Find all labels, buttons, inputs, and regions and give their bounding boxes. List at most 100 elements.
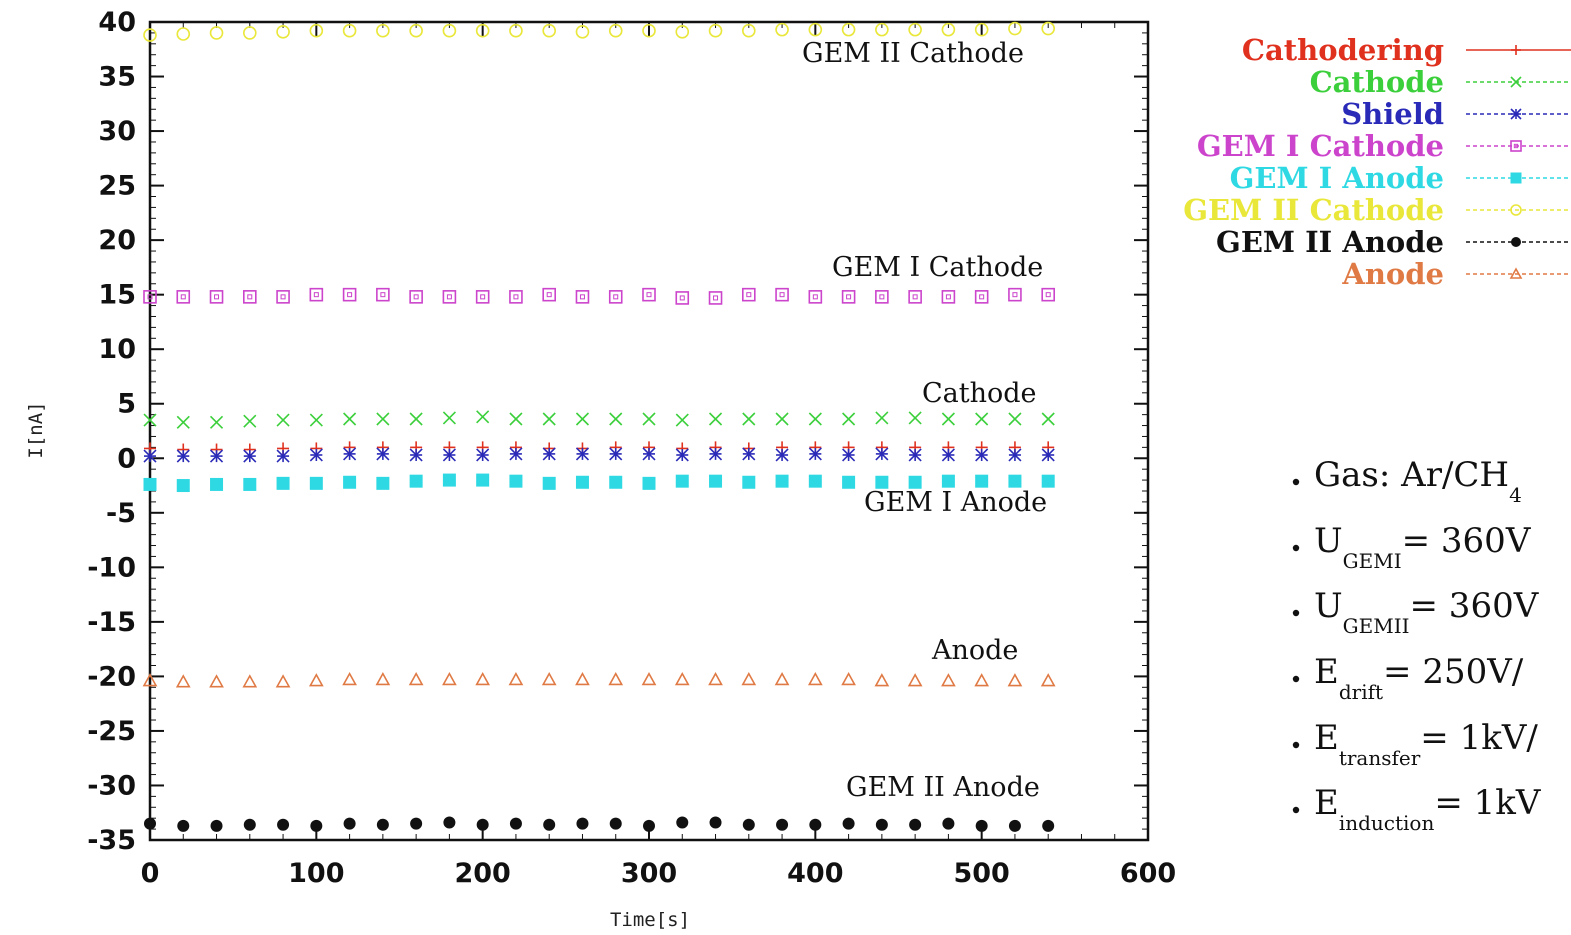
data-point [575,412,590,426]
parameter-main: Gas: Ar/CH [1314,455,1509,495]
circf [410,817,423,830]
data-point [974,673,990,687]
plot-frame [148,20,1150,842]
tri [807,672,823,686]
tri [1040,673,1056,687]
circ [342,23,357,38]
data-point [974,22,989,37]
data-point [376,287,390,302]
data-point [841,672,856,686]
data-point [209,290,224,304]
x-b [742,412,756,426]
tri [175,674,191,688]
data-point [342,287,357,302]
circ [675,25,690,39]
sqf [842,475,856,489]
data-point [309,23,324,38]
data-point [907,673,923,687]
data-point [941,474,955,488]
circ [941,22,956,37]
sqf [176,479,190,493]
data-point [209,449,224,463]
sq-inner [812,294,818,300]
data-point [342,23,357,38]
data-point [476,410,490,424]
data-point [1008,819,1021,832]
data-point [310,819,323,832]
tri [1509,267,1523,279]
data-point [875,475,889,489]
x-tick-label: 400 [787,858,843,889]
data-point [708,412,723,426]
sq [176,290,191,304]
data-point [775,287,789,302]
data-point [276,290,290,304]
sq-inner [446,294,452,300]
data-point [741,23,756,38]
sqf [409,474,423,488]
data-point [675,291,690,305]
data-point [343,475,357,489]
x-b [1510,76,1522,88]
data-point [243,818,256,831]
circ [841,22,856,37]
data-point [675,474,689,488]
x-tick-label: 300 [621,858,677,889]
circf [543,818,556,831]
data-point [177,819,190,832]
sq-inner [1513,143,1519,149]
x-b [775,412,789,426]
sq [841,290,856,304]
data-point [409,290,423,304]
x-b [542,412,556,426]
y-tick-label: 5 [117,389,136,420]
parameter-item: Etransfer= 1kV/ [1314,718,1538,770]
data-point [641,672,657,686]
circ [475,23,490,38]
data-point [276,25,290,39]
data-point [775,448,789,462]
data-point [708,447,723,461]
sqf [309,476,323,490]
sq-inner [214,294,220,300]
data-point [609,412,623,426]
circf [809,818,822,831]
data-point [608,672,624,686]
data-point [709,816,722,829]
parameter-item: Edrift= 250V/ [1314,652,1524,704]
data-point [575,25,590,39]
data-point [642,287,656,302]
data-point [675,25,690,39]
y-tick-label: 15 [98,280,136,311]
circf [709,816,722,829]
data-point [941,673,956,687]
x-b [1041,412,1055,426]
sq-inner [679,295,685,301]
data-point [243,26,257,40]
tri [608,672,624,686]
data-point [243,290,257,304]
data-point [642,412,656,426]
sq-inner [979,294,985,300]
sq [442,290,457,304]
data-point [209,415,224,429]
data-point [143,413,157,427]
x-b [309,413,323,427]
series-cathode [143,410,1055,429]
sq-inner [1045,292,1051,298]
data-point [1008,474,1022,488]
circ [1510,204,1522,216]
x-b [442,411,456,425]
data-point [874,673,890,687]
parameter-value: = 1kV [1434,783,1542,823]
legend-label: GEM II Cathode [1183,193,1444,227]
sq-inner [713,295,719,301]
data-point [808,474,822,488]
parameter-subscript: drift [1339,680,1383,704]
y-tick-label: -20 [87,661,136,692]
circf [476,818,489,831]
circ [708,23,723,38]
legend-label: Shield [1341,97,1444,131]
